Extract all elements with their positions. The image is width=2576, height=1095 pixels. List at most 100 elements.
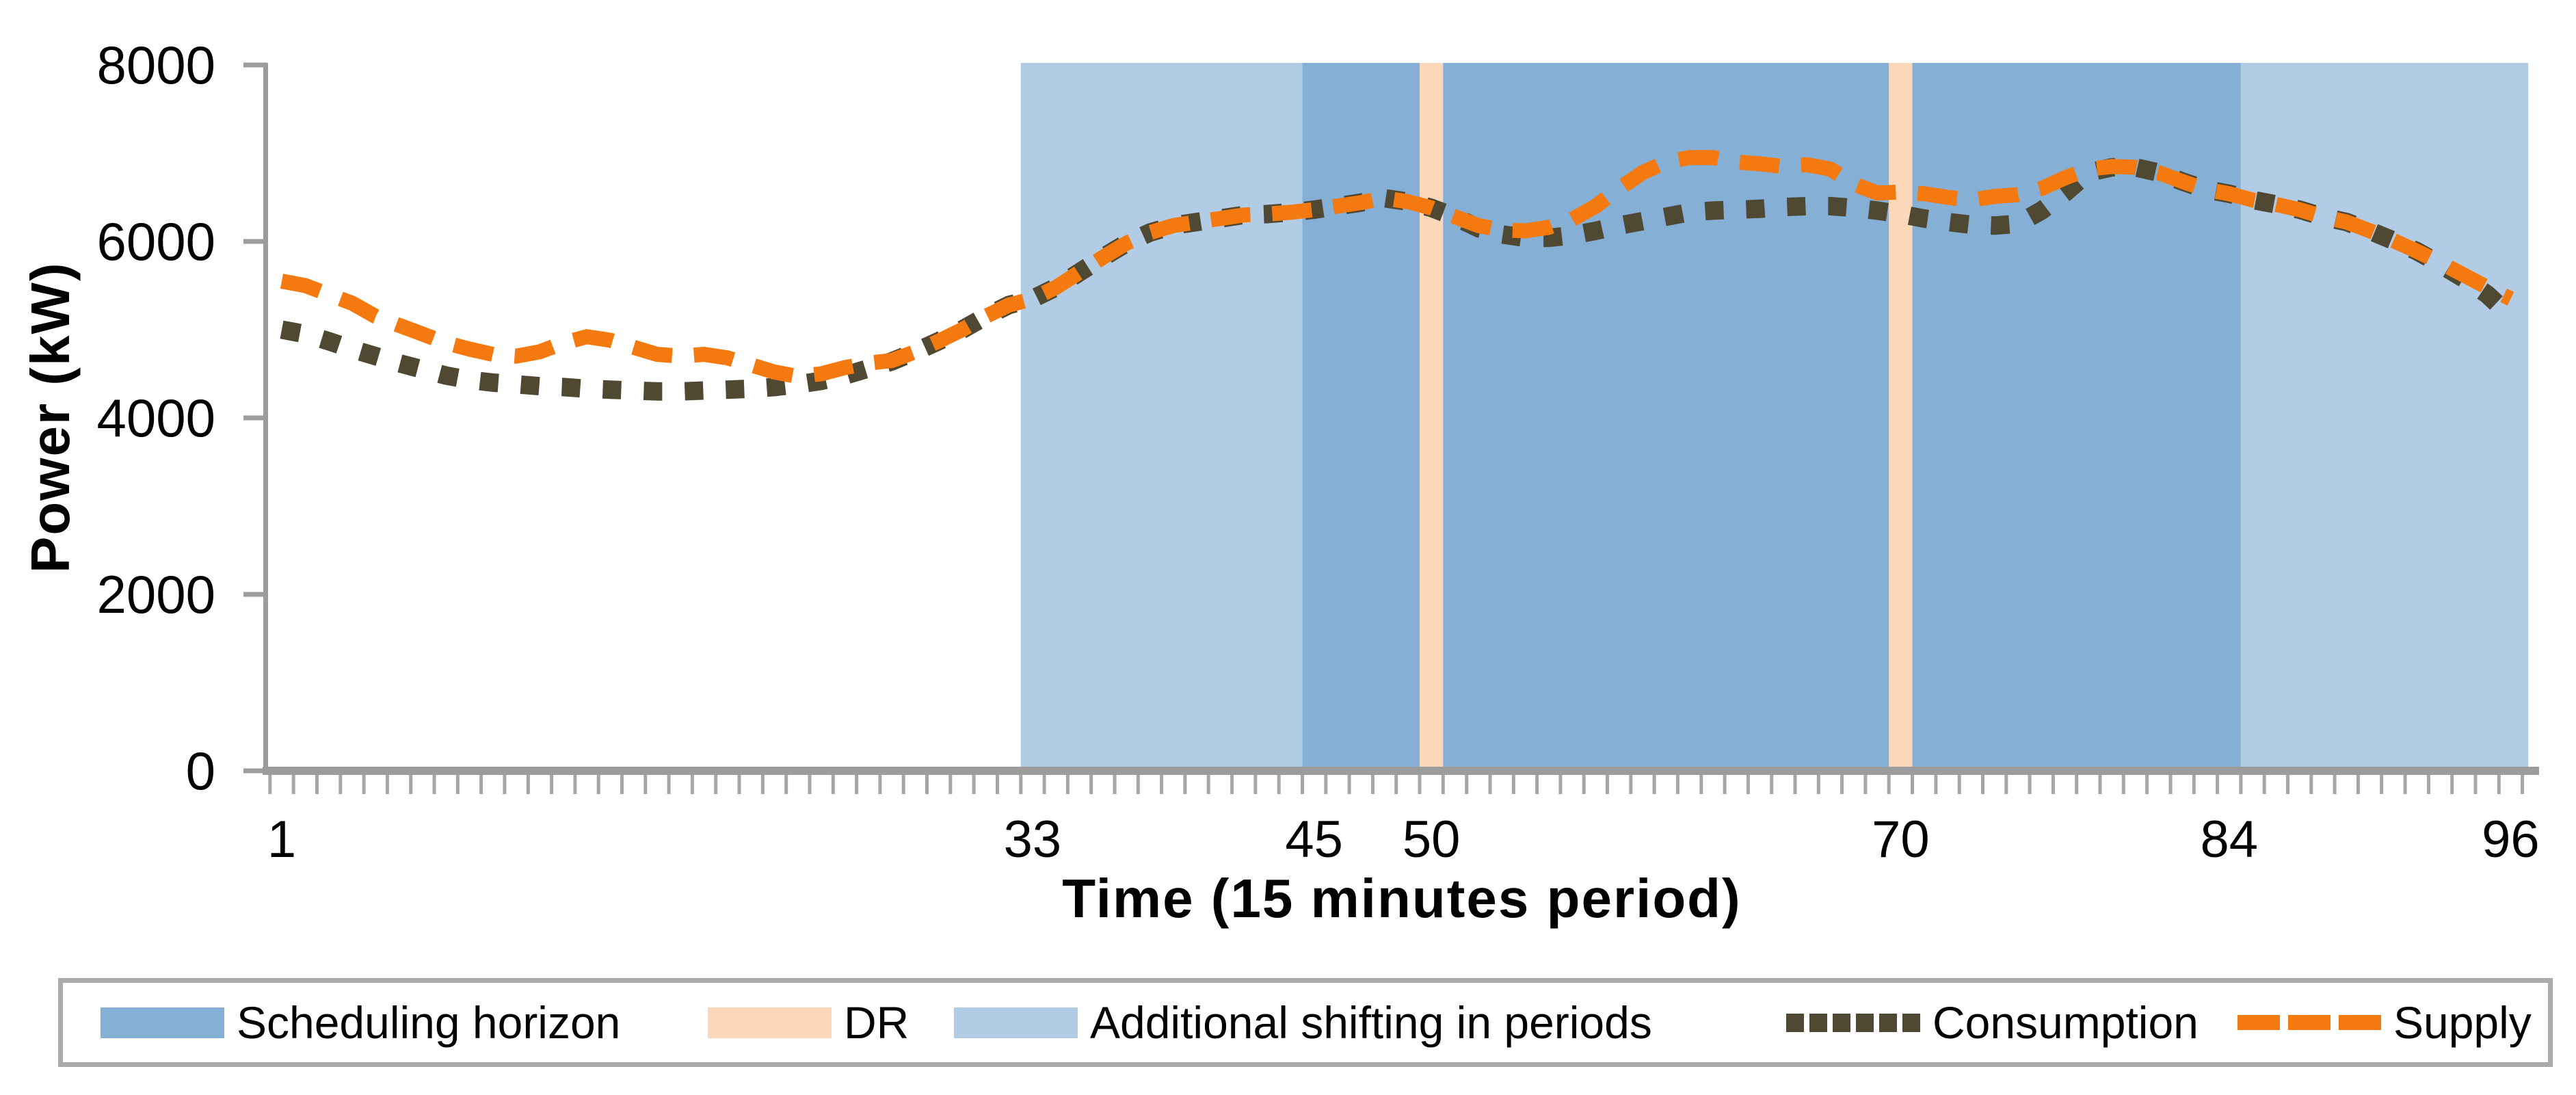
x-tick-mark	[2521, 775, 2525, 794]
x-tick-mark	[1558, 775, 1563, 794]
y-tick-label: 2000	[96, 564, 215, 624]
x-tick-mark	[1863, 775, 1868, 794]
supply-line	[280, 150, 2514, 384]
x-tick-mark	[901, 775, 905, 794]
x-tick-mark	[2004, 775, 2008, 794]
x-tick-mark	[1019, 775, 1023, 794]
x-tick-mark	[1136, 775, 1140, 794]
x-tick-mark	[2075, 775, 2079, 794]
x-tick-mark	[1652, 775, 1656, 794]
x-tick-label: 96	[2482, 810, 2540, 869]
x-tick-mark	[1793, 775, 1797, 794]
legend-item-dr: DR	[708, 983, 909, 1062]
y-axis-title: Power (kW)	[20, 261, 81, 573]
x-tick-mark	[409, 775, 413, 794]
x-tick-mark	[1065, 775, 1070, 794]
x-tick-mark	[2239, 775, 2243, 794]
x-tick-mark	[1911, 775, 1914, 794]
x-tick-mark	[362, 775, 366, 794]
x-tick-mark	[1488, 775, 1492, 794]
legend-item-additional-shifting: Additional shifting in periods	[954, 983, 1652, 1062]
x-tick-mark	[667, 775, 671, 794]
x-tick-mark	[338, 775, 343, 794]
x-tick-mark	[1957, 775, 1961, 794]
x-tick-mark	[1301, 775, 1304, 794]
x-tick-mark	[925, 775, 929, 794]
x-tick-mark	[2262, 775, 2266, 794]
x-tick-mark	[2333, 775, 2337, 794]
legend: Scheduling horizon DR Additional shiftin…	[58, 978, 2553, 1067]
x-tick-mark	[2426, 775, 2430, 794]
x-tick-mark	[1113, 775, 1117, 794]
x-tick-mark	[2121, 775, 2125, 794]
x-tick-mark	[479, 775, 483, 794]
y-tick-label: 4000	[96, 388, 215, 448]
x-tick-mark	[385, 775, 389, 794]
x-tick-mark	[2216, 775, 2220, 794]
x-tick-mark	[690, 775, 694, 794]
dr-swatch-icon	[708, 1007, 832, 1038]
x-tick-mark	[2356, 775, 2360, 794]
x-tick-mark	[620, 775, 624, 794]
x-tick-mark	[996, 775, 999, 794]
x-tick-mark	[2473, 775, 2478, 794]
x-tick-mark	[2380, 775, 2384, 794]
legend-item-supply: Supply	[2238, 983, 2532, 1062]
x-tick-label: 45	[1285, 810, 1343, 869]
y-axis-line	[263, 63, 268, 775]
legend-label: Supply	[2393, 997, 2532, 1048]
y-tick-mark	[243, 768, 267, 774]
x-tick-mark	[1394, 775, 1398, 794]
x-tick-mark	[1723, 775, 1727, 794]
x-tick-mark	[1089, 775, 1093, 794]
x-tick-mark	[2192, 775, 2196, 794]
x-tick-mark	[2098, 775, 2102, 794]
x-tick-mark	[1347, 775, 1351, 794]
x-tick-label: 50	[1402, 810, 1461, 869]
x-axis-title: Time (15 minutes period)	[1062, 868, 1742, 929]
x-tick-mark	[760, 775, 765, 794]
region-additional-shifting-in-periods	[2240, 63, 2529, 767]
y-tick-label: 8000	[96, 35, 215, 95]
x-tick-mark	[291, 775, 295, 794]
x-tick-mark	[2051, 775, 2055, 794]
region-dr	[1420, 63, 1444, 767]
region-scheduling-horizon	[1302, 63, 2241, 767]
x-tick-mark	[1816, 775, 1820, 794]
legend-label: Scheduling horizon	[237, 997, 621, 1048]
x-tick-label: 84	[2200, 810, 2258, 869]
x-tick-mark	[455, 775, 460, 794]
x-tick-mark	[1441, 775, 1445, 794]
y-tick-label: 6000	[96, 211, 215, 272]
x-tick-mark	[831, 775, 835, 794]
legend-item-scheduling-horizon: Scheduling horizon	[101, 983, 620, 1062]
scheduling-horizon-swatch-icon	[101, 1007, 224, 1038]
x-tick-mark	[1934, 775, 1938, 794]
y-tick-mark	[243, 415, 267, 421]
additional-shifting-swatch-icon	[954, 1007, 1078, 1038]
consumption-dotted-line-icon	[1786, 1013, 1920, 1032]
x-tick-label: 70	[1872, 810, 1930, 869]
x-tick-mark	[1418, 775, 1422, 794]
x-tick-mark	[737, 775, 741, 794]
x-tick-mark	[1981, 775, 1984, 794]
legend-item-consumption: Consumption	[1786, 983, 2199, 1062]
x-tick-mark	[1253, 775, 1258, 794]
region-dr	[1889, 63, 1913, 767]
supply-dashed-line-icon	[2238, 1015, 2381, 1030]
x-tick-mark	[1606, 775, 1609, 794]
x-tick-mark	[550, 775, 554, 794]
x-tick-mark	[1582, 775, 1586, 794]
x-tick-mark	[855, 775, 859, 794]
x-tick-label: 33	[1003, 810, 1062, 869]
x-tick-mark	[1675, 775, 1679, 794]
region-additional-shifting-in-periods	[1020, 63, 1303, 767]
x-tick-mark	[432, 775, 436, 794]
x-tick-mark	[1840, 775, 1844, 794]
x-tick-mark	[808, 775, 812, 794]
x-tick-mark	[972, 775, 976, 794]
x-tick-mark	[526, 775, 530, 794]
x-tick-mark	[2309, 775, 2313, 794]
x-tick-mark	[503, 775, 507, 794]
